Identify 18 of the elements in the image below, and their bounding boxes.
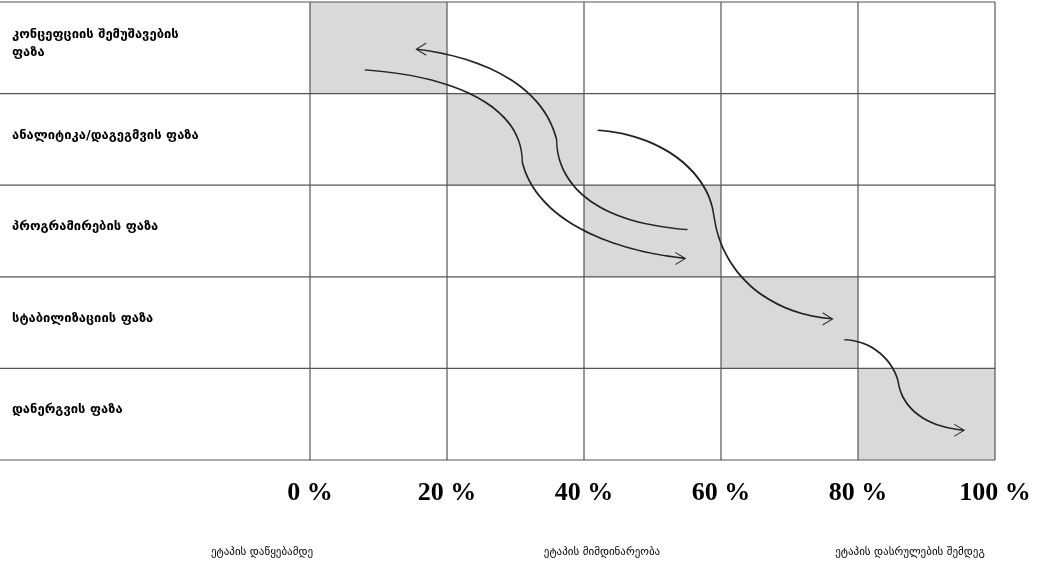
text: ეტაპის დაწყებამდე [210,545,314,558]
bar [310,2,447,94]
x-tick-label: 100 % [959,477,1031,506]
x-tick-label: 60 % [691,477,751,506]
x-tick-label: 20 % [417,477,477,506]
y-tick-label: კონცეფციის შემუშავების ფაზა [12,26,179,59]
x-tick-label: 40 % [554,477,614,506]
y-tick-label: პროგრამირების ფაზა [12,218,159,234]
y-tick-label: დანერგვის ფაზა [12,401,123,417]
y-tick-label: ანალიტიკა/დაგეგმვის ფაზა [12,126,199,142]
bar [447,93,584,186]
text: ეტაპის დასრულების შემდეგ [835,545,985,558]
bar [721,276,858,369]
x-tick-label: 0 % [287,477,333,506]
x-tick-label: 80 % [828,477,888,506]
bar [584,185,721,277]
text: ეტაპის მიმდინარეობა [543,545,661,558]
y-tick-label: სტაბილიზაციის ფაზა [12,309,154,325]
